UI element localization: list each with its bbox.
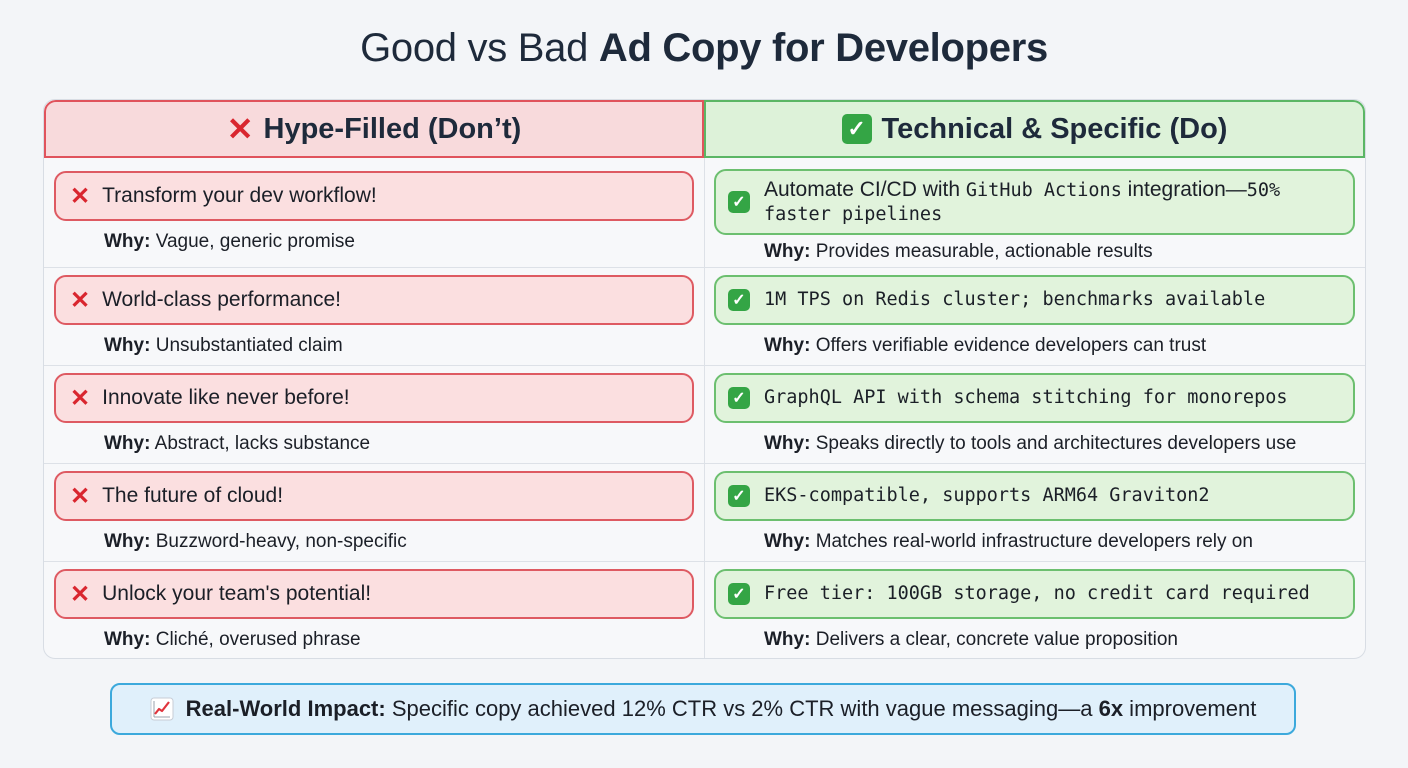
row-divider: [44, 463, 1365, 464]
good-example-box: ✓ EKS-compatible, supports ARM64 Gravito…: [714, 471, 1355, 521]
bad-example-box: ✕ Innovate like never before!: [54, 373, 694, 423]
good-example-box: ✓ Free tier: 100GB storage, no credit ca…: [714, 569, 1355, 619]
cross-mark-icon: ✕: [70, 182, 91, 210]
cross-mark-icon: ✕: [226, 111, 254, 147]
good-example-text: GraphQL API with schema stitching for mo…: [764, 387, 1288, 408]
bad-example-box: ✕ World-class performance!: [54, 275, 694, 325]
bad-why-text: Why: Unsubstantiated claim: [104, 335, 343, 356]
bad-column-header: ✕ Hype-Filled (Don’t): [44, 100, 704, 158]
good-header-label: Technical & Specific (Do): [881, 112, 1228, 145]
check-mark-icon: ✓: [841, 114, 872, 144]
bad-why-text: Why: Cliché, overused phrase: [104, 629, 361, 650]
bad-example-box: ✕ The future of cloud!: [54, 471, 694, 521]
title-part-regular: Good vs Bad: [360, 26, 599, 70]
good-why-text: Why: Speaks directly to tools and archit…: [764, 433, 1297, 454]
impact-callout: Real-World Impact: Specific copy achieve…: [110, 683, 1296, 735]
bad-example-text: Innovate like never before!: [102, 386, 350, 409]
good-why-text: Why: Offers verifiable evidence develope…: [764, 335, 1207, 356]
good-why-text: Why: Delivers a clear, concrete value pr…: [764, 629, 1178, 650]
good-column-header: ✓ Technical & Specific (Do): [704, 100, 1365, 158]
bad-example-box: ✕ Unlock your team's potential!: [54, 569, 694, 619]
bad-example-text: Unlock your team's potential!: [102, 582, 372, 605]
check-mark-icon: ✓: [728, 387, 750, 409]
bad-example-box: ✕ Transform your dev workflow!: [54, 171, 694, 221]
bad-example-text: The future of cloud!: [102, 484, 284, 507]
bad-example-text: Transform your dev workflow!: [102, 184, 377, 207]
good-example-box: ✓ 1M TPS on Redis cluster; benchmarks av…: [714, 275, 1355, 325]
good-example-text: Automate CI/CD with GitHub Actions integ…: [764, 177, 1281, 225]
check-mark-icon: ✓: [728, 583, 750, 605]
page-title: Good vs Bad Ad Copy for Developers: [0, 26, 1408, 71]
good-example-text: Free tier: 100GB storage, no credit card…: [764, 583, 1310, 604]
check-mark-icon: ✓: [728, 289, 750, 311]
cross-mark-icon: ✕: [70, 384, 91, 412]
good-example-box: ✓ GraphQL API with schema stitching for …: [714, 373, 1355, 423]
bad-why-text: Why: Buzzword-heavy, non-specific: [104, 531, 407, 552]
bad-header-label: Hype-Filled (Don’t): [263, 112, 522, 145]
bad-example-text: World-class performance!: [102, 288, 341, 311]
row-divider: [44, 365, 1365, 366]
good-example-text: EKS-compatible, supports ARM64 Graviton2: [764, 485, 1210, 506]
cross-mark-icon: ✕: [70, 580, 91, 608]
cross-mark-icon: ✕: [70, 482, 91, 510]
good-example-text: 1M TPS on Redis cluster; benchmarks avai…: [764, 289, 1266, 310]
column-divider: [704, 158, 705, 658]
good-why-text: Why: Matches real-world infrastructure d…: [764, 531, 1253, 552]
impact-text: Real-World Impact: Specific copy achieve…: [185, 696, 1257, 721]
bad-why-text: Why: Vague, generic promise: [104, 231, 355, 252]
check-mark-icon: ✓: [728, 191, 750, 213]
row-divider: [44, 267, 1365, 268]
title-part-bold: Ad Copy for Developers: [598, 26, 1048, 70]
good-why-text: Why: Provides measurable, actionable res…: [764, 241, 1153, 262]
bad-why-text: Why: Abstract, lacks substance: [104, 433, 371, 454]
comparison-table: ✕ Hype-Filled (Don’t) ✓ Technical & Spec…: [43, 99, 1366, 659]
good-example-box: ✓ Automate CI/CD with GitHub Actions int…: [714, 169, 1355, 235]
row-divider: [44, 561, 1365, 562]
chart-increasing-icon: [150, 697, 174, 721]
check-mark-icon: ✓: [728, 485, 750, 507]
cross-mark-icon: ✕: [70, 286, 91, 314]
